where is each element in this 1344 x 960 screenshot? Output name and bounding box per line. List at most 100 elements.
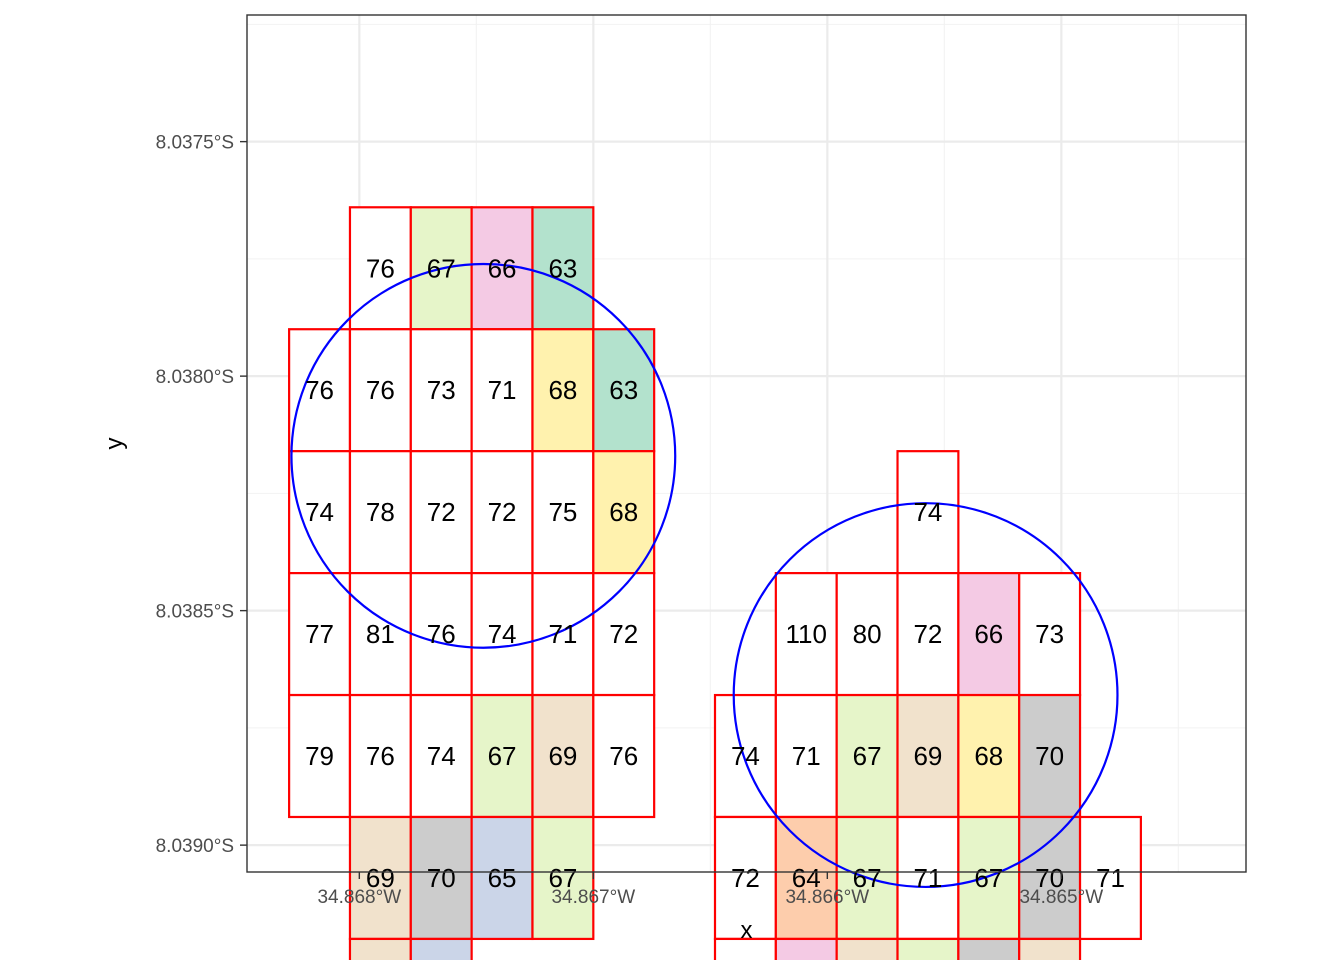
x-tick-label: 34.867°W <box>551 887 635 908</box>
y-tick-label: 8.0375°S <box>156 133 234 154</box>
cell-value-label: 75 <box>548 497 577 527</box>
cell-value-label: 66 <box>974 619 1003 649</box>
grid-cell <box>774 572 838 697</box>
grid-cell <box>531 450 595 575</box>
cell-value-label: 69 <box>366 863 395 893</box>
cell-value-label: 67 <box>853 741 882 771</box>
grid-cell <box>896 572 960 697</box>
cell-value-label: 67 <box>488 741 517 771</box>
cell-value-label: 80 <box>853 619 882 649</box>
cell-value-label: 67 <box>853 863 882 893</box>
cell-value-label: 76 <box>305 375 334 405</box>
cell-value-label: 72 <box>609 619 638 649</box>
cell-value-label: 81 <box>366 619 395 649</box>
cell-value-label: 69 <box>548 741 577 771</box>
grid-cell <box>348 815 412 941</box>
grid-cell <box>288 328 352 453</box>
cell-value-label: 71 <box>1096 863 1125 893</box>
cell-value-label: 73 <box>427 375 456 405</box>
buffer-circle <box>732 502 1119 889</box>
buffer-circle <box>290 262 677 649</box>
cell-value-label: 67 <box>548 863 577 893</box>
cell-value-label: 73 <box>1035 619 1064 649</box>
cell-value-label: 74 <box>913 497 942 527</box>
cell-value-label: 71 <box>913 863 942 893</box>
cell-value-label: 78 <box>366 497 395 527</box>
grid-cell <box>835 693 899 819</box>
grid-cell <box>470 450 534 575</box>
cell-value-label: 69 <box>913 741 942 771</box>
grid-cell <box>957 815 1021 941</box>
grid-cell <box>531 815 595 941</box>
x-tick-label: 34.868°W <box>317 887 401 908</box>
cell-value-label: 72 <box>731 863 760 893</box>
cell-value-label: 76 <box>366 253 395 283</box>
grid-cell <box>774 937 838 960</box>
grid-cells <box>288 206 1142 960</box>
grid-cell <box>713 937 777 960</box>
grid-cell <box>1018 937 1082 960</box>
grid-cell <box>1018 815 1082 941</box>
cell-value-label: 64 <box>792 863 821 893</box>
grid-cell <box>896 937 960 960</box>
cell-value-label: 63 <box>609 375 638 405</box>
grid-cell <box>531 693 595 819</box>
grid-cell <box>409 937 473 960</box>
x-tick-label: 34.866°W <box>785 887 869 908</box>
grid-cell <box>531 572 595 697</box>
cell-value-label: 76 <box>609 741 638 771</box>
grid-cell <box>835 572 899 697</box>
cell-value-label: 72 <box>488 497 517 527</box>
cell-value-label: 74 <box>427 741 456 771</box>
grid-cell <box>470 572 534 697</box>
cell-value-label: 76 <box>427 619 456 649</box>
cell-value-label: 65 <box>488 863 517 893</box>
cell-value-label: 71 <box>488 375 517 405</box>
grid-cell <box>288 693 352 819</box>
x-tick-label: 34.865°W <box>1019 887 1103 908</box>
grid-cell <box>1078 815 1142 941</box>
grid-cell <box>592 450 656 575</box>
cell-value-label: 68 <box>974 741 1003 771</box>
cell-value-label: 67 <box>974 863 1003 893</box>
grid-cell <box>348 937 412 960</box>
grid-cell <box>713 693 777 819</box>
cell-value-label: 77 <box>305 619 334 649</box>
panel-border <box>246 14 1247 873</box>
cell-value-label: 72 <box>427 497 456 527</box>
grid-cell <box>774 815 838 941</box>
grid-cell <box>409 815 473 941</box>
cell-value-label: 68 <box>548 375 577 405</box>
grid-cell <box>957 937 1021 960</box>
cell-value-label: 70 <box>427 863 456 893</box>
cell-value-label: 70 <box>1035 741 1064 771</box>
x-axis-title: x <box>741 917 753 944</box>
grid-cell <box>348 693 412 819</box>
y-tick-label: 8.0390°S <box>156 836 234 857</box>
y-tick-label: 8.0385°S <box>156 602 234 623</box>
grid-cell <box>896 450 960 575</box>
cell-value-label: 68 <box>609 497 638 527</box>
grid-cell <box>957 693 1021 819</box>
cell-value-label: 71 <box>792 741 821 771</box>
cell-value-label: 72 <box>913 619 942 649</box>
y-axis-title: y <box>101 438 128 450</box>
cell-value-label: 76 <box>366 741 395 771</box>
cell-value-label: 70 <box>1035 863 1064 893</box>
cell-value-label: 71 <box>548 619 577 649</box>
cell-value-label: 66 <box>488 253 517 283</box>
grid-cell <box>896 815 960 941</box>
grid-cell <box>531 328 595 453</box>
grid-cell <box>835 937 899 960</box>
cell-value-label: 67 <box>427 253 456 283</box>
grid-cell <box>531 206 595 331</box>
grid-cell <box>592 693 656 819</box>
grid-cell <box>713 815 777 941</box>
cell-value-label: 76 <box>366 375 395 405</box>
cell-value-label: 74 <box>731 741 760 771</box>
cell-value-label: 74 <box>305 497 334 527</box>
cell-value-label: 74 <box>488 619 517 649</box>
axes: 34.868°W 34.867°W 34.866°W 34.865°W 8.0375°S… <box>156 133 1104 908</box>
cell-value-label: 110 <box>786 619 827 649</box>
